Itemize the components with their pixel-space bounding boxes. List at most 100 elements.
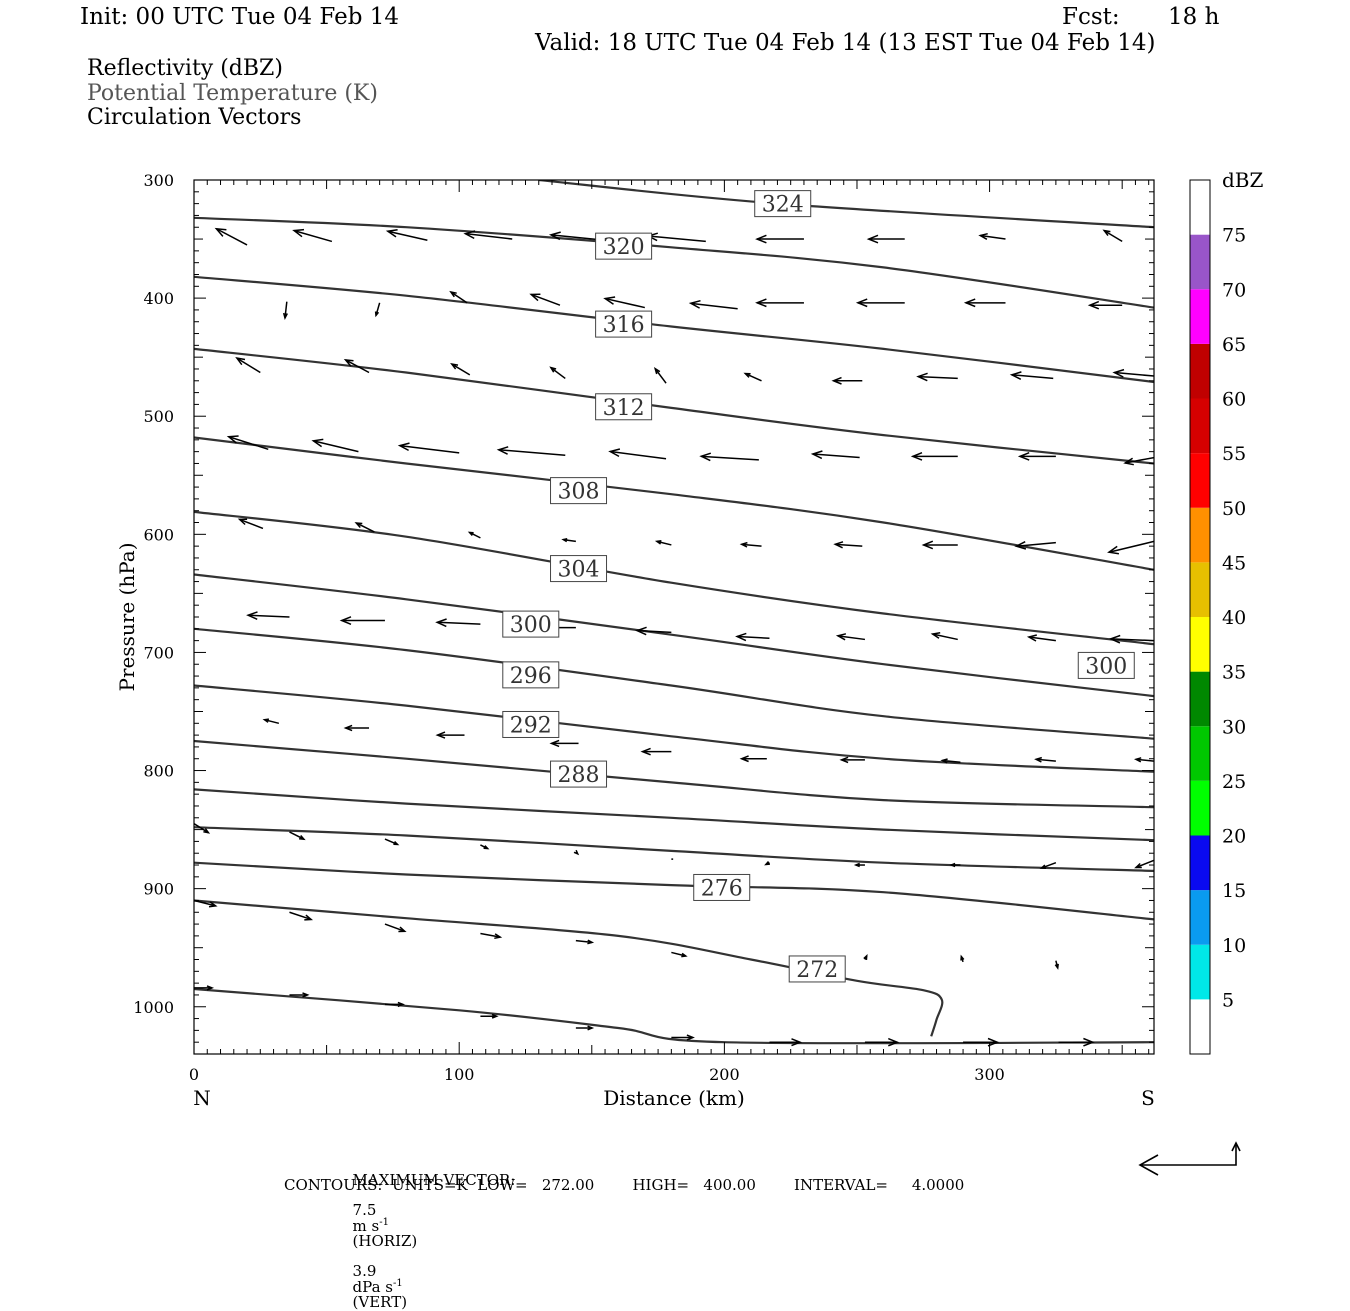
tick-layer — [193, 179, 1154, 1055]
circulation-vector — [194, 899, 218, 908]
circulation-vector — [575, 1025, 595, 1031]
contour-label-276: 276 — [701, 876, 743, 901]
colorbar-bin — [1190, 562, 1210, 617]
colorbar-bin — [1190, 234, 1210, 290]
cross-section-chart: 324320316312308304300300296292288276272 … — [115, 168, 1264, 1176]
circulation-vector — [654, 540, 672, 546]
circulation-vector — [226, 435, 269, 451]
horiz-unit-exponent: -1 — [379, 1217, 389, 1228]
contour-label-box-324 — [754, 190, 812, 218]
contour-label-box-272 — [788, 955, 846, 983]
colorbar-bin — [1190, 726, 1210, 781]
circulation-vector — [640, 747, 672, 756]
circulation-vector — [653, 367, 667, 384]
colorbar-bin — [1190, 453, 1210, 508]
legend-circulation-vectors: Circulation Vectors — [87, 105, 302, 130]
circulation-vector — [435, 618, 481, 628]
circulation-vector — [292, 228, 333, 243]
circulation-vector — [311, 438, 359, 453]
contour-288 — [194, 739, 1154, 809]
circulation-vector — [963, 1037, 1000, 1047]
plot-frame — [193, 179, 1155, 1055]
contour-label-300-b: 300 — [1085, 654, 1127, 679]
circulation-vector — [835, 633, 866, 641]
contour-label-box-292 — [502, 710, 560, 738]
circulation-vector — [384, 1001, 405, 1008]
circulation-vector — [635, 626, 672, 636]
colorbar-bin — [1190, 343, 1210, 399]
circulation-vector — [739, 755, 767, 763]
circulation-vector — [671, 951, 688, 958]
y-tick-label: 1000 — [133, 998, 174, 1017]
circulation-vector — [853, 862, 865, 868]
horiz-suffix: (HORIZ) — [352, 1232, 418, 1250]
colorbar-bin — [1190, 835, 1210, 891]
contour-268 — [194, 987, 1154, 1045]
circulation-vector — [496, 446, 566, 456]
contour-280 — [194, 826, 1154, 872]
colorbar-label: 65 — [1222, 334, 1246, 356]
circulation-vector — [921, 540, 958, 550]
circulation-vector — [1123, 456, 1154, 466]
contour-300 — [194, 573, 1154, 698]
circulation-vector — [289, 911, 314, 921]
circulation-vector — [863, 954, 868, 960]
circulation-vector — [1039, 861, 1057, 869]
colorbar-label: 55 — [1222, 443, 1246, 465]
circulation-vector — [194, 985, 215, 991]
circulation-vector — [214, 227, 248, 246]
circulation-vector — [467, 531, 481, 539]
circulation-vector — [739, 541, 762, 548]
circulation-vector — [831, 376, 863, 385]
circulation-vector — [480, 932, 503, 940]
circulation-vector — [699, 452, 759, 462]
init-time: Init: 00 UTC Tue 04 Feb 14 — [80, 4, 400, 30]
circulation-vector — [343, 358, 370, 374]
x-axis-right-end-label: S — [1141, 1086, 1155, 1110]
circulation-vector — [262, 718, 280, 725]
circulation-vector — [575, 939, 595, 945]
colorbar-label: 70 — [1222, 279, 1246, 301]
contour-label-320: 320 — [603, 235, 645, 260]
colorbar-title: dBZ — [1222, 168, 1264, 192]
reference-vector-icon — [1138, 1141, 1241, 1176]
circulation-vector — [235, 357, 261, 374]
colorbar-bin — [1190, 999, 1210, 1054]
circulation-vector — [384, 923, 407, 933]
contour-label-box-316 — [595, 310, 653, 338]
circulation-vector — [573, 849, 580, 856]
contour-label-316: 316 — [603, 313, 645, 338]
circulation-vector — [1034, 756, 1056, 763]
vert-unit-exponent: -1 — [392, 1278, 403, 1289]
contour-label-324: 324 — [762, 193, 804, 218]
circulation-vector — [769, 1038, 803, 1047]
contour-label-300: 300 — [510, 613, 552, 638]
circulation-vector — [549, 366, 566, 380]
circulation-vector — [1017, 452, 1056, 461]
contour-272 — [194, 899, 944, 1037]
colorbar-label: 25 — [1222, 771, 1246, 793]
colorbar-label: 50 — [1222, 498, 1246, 520]
colorbar: 5 10 15 20 25 30 35 40 45 50 55 60 65 70 75 — [1189, 179, 1246, 1055]
x-axis-left-end-label: N — [193, 1086, 211, 1110]
circulation-vector — [1134, 859, 1154, 869]
circulation-vector — [603, 296, 645, 309]
colorbar-label: 40 — [1222, 607, 1246, 629]
contour-label-box-320 — [595, 232, 653, 260]
circulation-vector — [855, 298, 905, 308]
y-tick-label: 400 — [143, 289, 174, 308]
contour-284 — [194, 788, 1154, 842]
colorbar-label: 60 — [1222, 389, 1246, 411]
colorbar-bin — [1190, 180, 1210, 235]
circulation-vector — [374, 302, 381, 318]
contour-316 — [194, 275, 1154, 384]
contour-308 — [194, 436, 1154, 571]
contour-label-272: 272 — [796, 958, 838, 983]
contour-label-288: 288 — [558, 763, 600, 788]
contour-label-box-288 — [550, 760, 608, 788]
axis-label-layer: 0 100 200 300 300 400 500 600 700 800 900 1000 — [133, 171, 1005, 1084]
y-tick-label: 900 — [143, 880, 174, 899]
circulation-vector — [839, 756, 865, 764]
y-tick-label: 800 — [143, 762, 174, 781]
colorbar-label: 45 — [1222, 552, 1246, 574]
